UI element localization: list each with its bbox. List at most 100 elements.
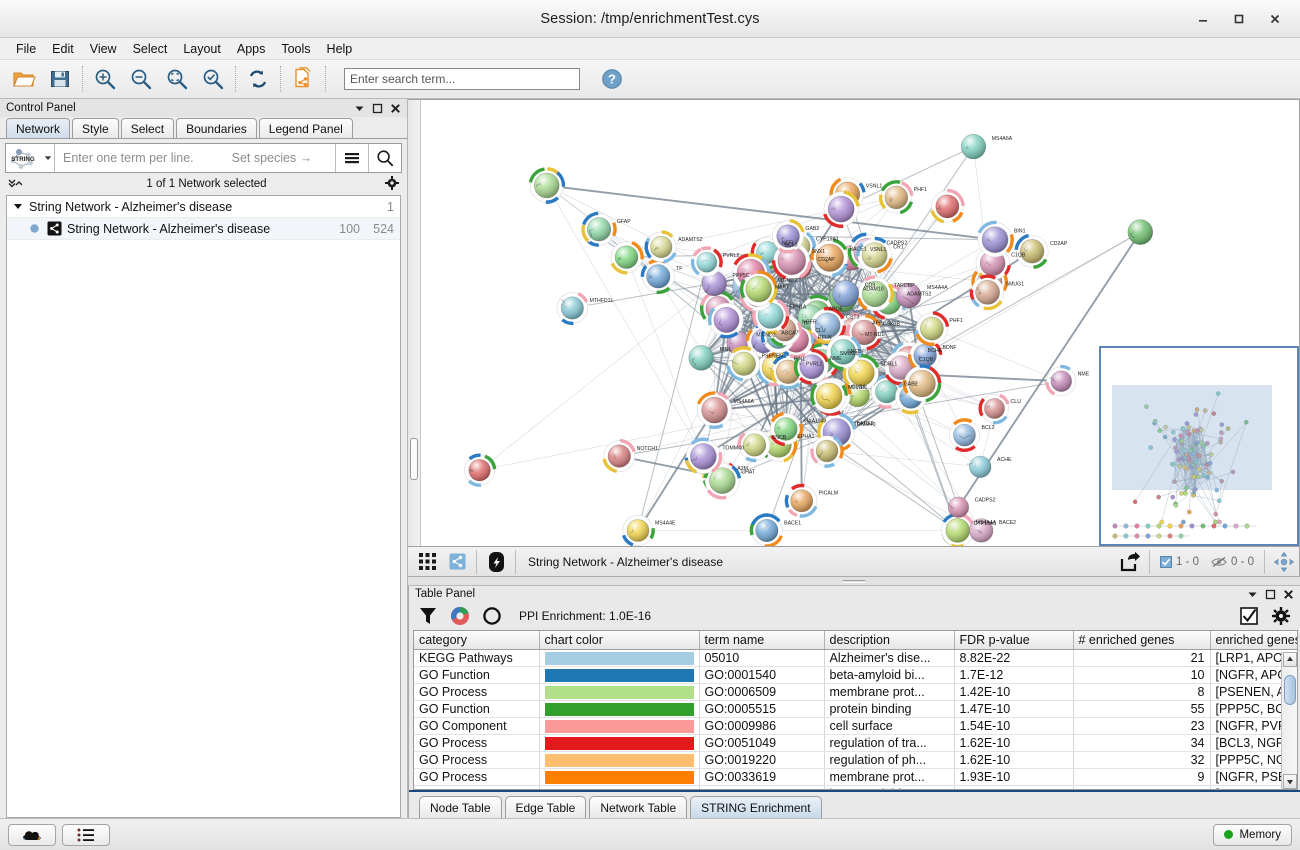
network-node[interactable]	[969, 274, 1005, 311]
network-node[interactable]	[810, 238, 849, 278]
network-node[interactable]	[966, 455, 992, 478]
network-node[interactable]	[960, 134, 987, 160]
table-row[interactable]: GO Function GO:0005515 protein binding 1.47…	[414, 700, 1297, 719]
refresh-icon[interactable]	[240, 62, 276, 96]
tab-network[interactable]: Network	[6, 118, 71, 138]
network-node[interactable]	[907, 339, 943, 373]
zoom-in-icon[interactable]	[87, 62, 123, 96]
column-header-num-enriched-genes[interactable]: # enriched genes	[1073, 630, 1211, 651]
network-node[interactable]	[878, 180, 914, 215]
memory-button[interactable]: Memory	[1213, 823, 1292, 846]
share-network-icon[interactable]	[442, 549, 472, 575]
network-node[interactable]	[895, 282, 922, 309]
string-species-caret-icon[interactable]	[42, 154, 54, 162]
tab-node-table[interactable]: Node Table	[419, 796, 502, 818]
annotation-icon[interactable]	[481, 549, 511, 575]
network-node[interactable]	[464, 453, 497, 487]
table-row[interactable]: GO Process GO:0051049 regulation of tra...…	[414, 734, 1297, 753]
network-node[interactable]	[793, 348, 829, 385]
menu-tools[interactable]: Tools	[281, 41, 311, 56]
tab-style[interactable]: Style	[72, 118, 119, 138]
string-logo-icon[interactable]: STRING	[6, 144, 42, 172]
network-node[interactable]	[856, 275, 894, 312]
column-header-category[interactable]: category	[414, 630, 540, 651]
tab-network-table[interactable]: Network Table	[589, 796, 688, 818]
menu-file[interactable]: File	[16, 41, 37, 56]
set-species-link[interactable]: Set species →	[231, 151, 313, 165]
grid-view-icon[interactable]	[412, 549, 442, 575]
task-list-button[interactable]	[62, 823, 110, 846]
scroll-down-arrow-icon[interactable]	[1282, 774, 1297, 789]
network-node[interactable]	[610, 241, 644, 275]
network-graph[interactable]: MT-ND2 MT-ND1 VSNL1 GAB2 PIN1 TF ABCA7 BCHE C1QB…	[408, 100, 1299, 547]
table-row[interactable]: GO Process GO:0050435beta-amyloid m...2.0…	[414, 785, 1297, 789]
network-tree-item[interactable]: String Network - Alzheimer's disease 100…	[7, 218, 400, 240]
scroll-up-arrow-icon[interactable]	[1282, 651, 1297, 667]
menu-select[interactable]: Select	[132, 41, 168, 56]
network-node[interactable]	[640, 258, 675, 294]
menu-help[interactable]: Help	[326, 41, 353, 56]
string-query-input[interactable]: Enter one term per line. Set species →	[55, 151, 335, 165]
checkbox-checked-icon[interactable]	[1238, 604, 1260, 628]
expand-triangle-icon[interactable]	[13, 201, 29, 213]
tab-string-enrichment[interactable]: STRING Enrichment	[690, 796, 822, 818]
network-node[interactable]	[772, 218, 805, 254]
network-tree-root[interactable]: String Network - Alzheimer's disease 1	[7, 196, 400, 218]
network-node[interactable]	[688, 345, 714, 371]
table-row[interactable]: KEGG Pathways 05010 Alzheimer's dise... 8.8…	[414, 649, 1297, 668]
network-node[interactable]	[1014, 233, 1049, 269]
tab-edge-table[interactable]: Edge Table	[504, 796, 587, 818]
network-node[interactable]	[969, 518, 994, 543]
hamburger-menu-icon[interactable]	[336, 144, 368, 172]
network-node[interactable]	[930, 188, 965, 224]
navigator-viewport-rect[interactable]	[1112, 385, 1272, 490]
network-node[interactable]	[644, 230, 677, 264]
open-session-icon[interactable]	[6, 62, 42, 96]
network-node[interactable]	[949, 418, 980, 452]
network-node[interactable]	[707, 302, 744, 339]
network-node[interactable]	[810, 306, 847, 344]
table-row[interactable]: GO Function GO:0001540 beta-amyloid bi... 1…	[414, 666, 1297, 685]
maximize-button[interactable]	[1222, 4, 1256, 34]
zoom-out-icon[interactable]	[123, 62, 159, 96]
network-node[interactable]	[690, 246, 723, 277]
hidden-nodes-chip[interactable]: 0 - 0	[1205, 556, 1260, 568]
column-header-description[interactable]: description	[824, 630, 955, 651]
tab-boundaries[interactable]: Boundaries	[176, 118, 257, 138]
zoom-selected-icon[interactable]	[195, 62, 231, 96]
ring-outline-icon[interactable]	[481, 604, 503, 628]
filter-funnel-icon[interactable]	[417, 604, 439, 628]
network-node[interactable]	[810, 378, 848, 414]
zoom-fit-icon[interactable]	[159, 62, 195, 96]
network-node[interactable]	[1045, 364, 1077, 397]
network-node[interactable]	[749, 513, 783, 546]
network-node[interactable]	[977, 220, 1014, 258]
tab-select[interactable]: Select	[120, 118, 175, 138]
network-node[interactable]	[726, 346, 761, 382]
table-row[interactable]: GO Process GO:0019220 regulation of ph... 1…	[414, 751, 1297, 770]
menu-view[interactable]: View	[89, 41, 117, 56]
network-node[interactable]	[832, 280, 860, 308]
scrollbar-thumb[interactable]	[410, 438, 418, 480]
panel-resize-handle[interactable]	[408, 577, 1300, 586]
selected-nodes-chip[interactable]: 1 - 0	[1154, 555, 1205, 568]
control-panel-float-icon[interactable]	[372, 103, 383, 114]
network-node[interactable]	[581, 211, 617, 247]
menu-edit[interactable]: Edit	[52, 41, 74, 56]
network-node[interactable]	[784, 483, 818, 518]
column-header-chart-color[interactable]: chart color	[539, 630, 700, 651]
network-node[interactable]	[941, 512, 975, 546]
table-row[interactable]: GO Process GO:0033619 membrane prot... 1.93…	[414, 768, 1297, 787]
network-node[interactable]	[914, 311, 950, 347]
save-session-icon[interactable]	[42, 62, 78, 96]
minimize-button[interactable]	[1186, 4, 1220, 34]
network-node[interactable]	[621, 515, 655, 546]
network-node[interactable]	[947, 496, 969, 518]
table-scrollbar-thumb[interactable]	[1283, 674, 1296, 705]
search-icon[interactable]	[369, 144, 401, 172]
navigator-crosshair-icon[interactable]	[1269, 549, 1299, 575]
table-vertical-scrollbar[interactable]	[1281, 651, 1297, 789]
network-node[interactable]	[696, 391, 732, 429]
enrichment-table-wrapper[interactable]: category chart color term name descripti…	[413, 629, 1298, 790]
column-header-enriched-genes[interactable]: enriched genes	[1210, 630, 1297, 651]
